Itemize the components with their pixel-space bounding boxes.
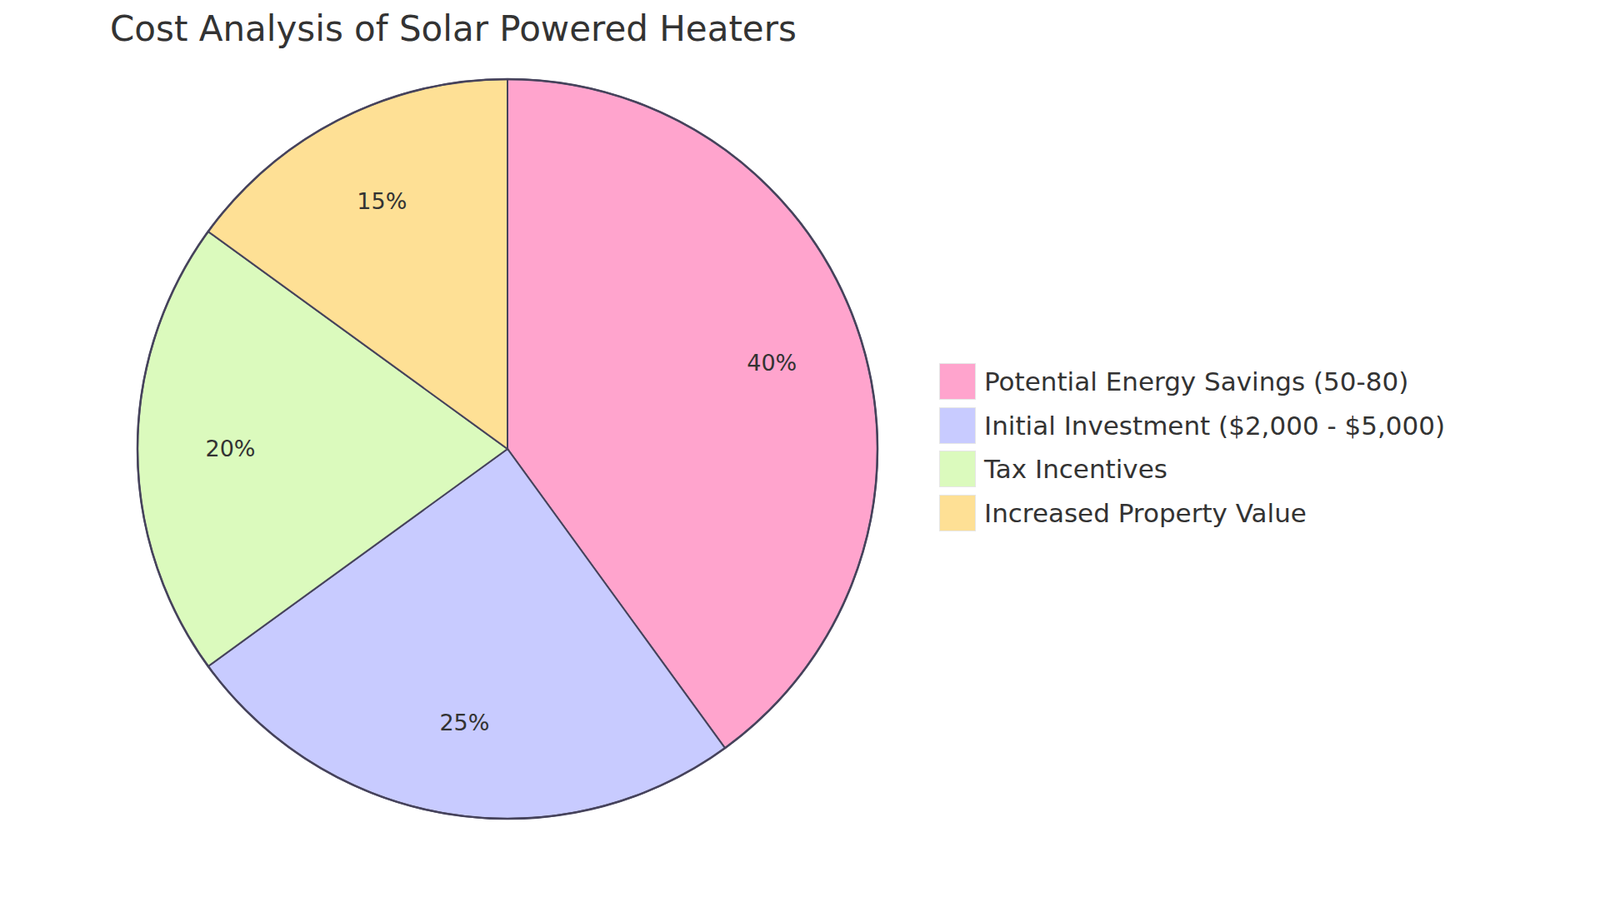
svg-text:25%: 25% <box>439 710 490 736</box>
svg-text:15%: 15% <box>356 188 407 215</box>
svg-text:40%: 40% <box>746 350 797 376</box>
html-text:Tax Incentives: Tax Incentives <box>984 454 1168 485</box>
html-text:Cost Analysis of Solar Powered: Cost Analysis of Solar Powered Heaters <box>110 8 797 50</box>
html-text:Potential Energy Savings (50-8: Potential Energy Savings (50-80) <box>984 366 1409 397</box>
svg-text:20%: 20% <box>205 435 255 462</box>
html-text:Initial Investment ($2,000 - $: Initial Investment ($2,000 - $5,000) <box>984 410 1446 441</box>
html-text:Increased Property Value: Increased Property Value <box>984 498 1307 529</box>
